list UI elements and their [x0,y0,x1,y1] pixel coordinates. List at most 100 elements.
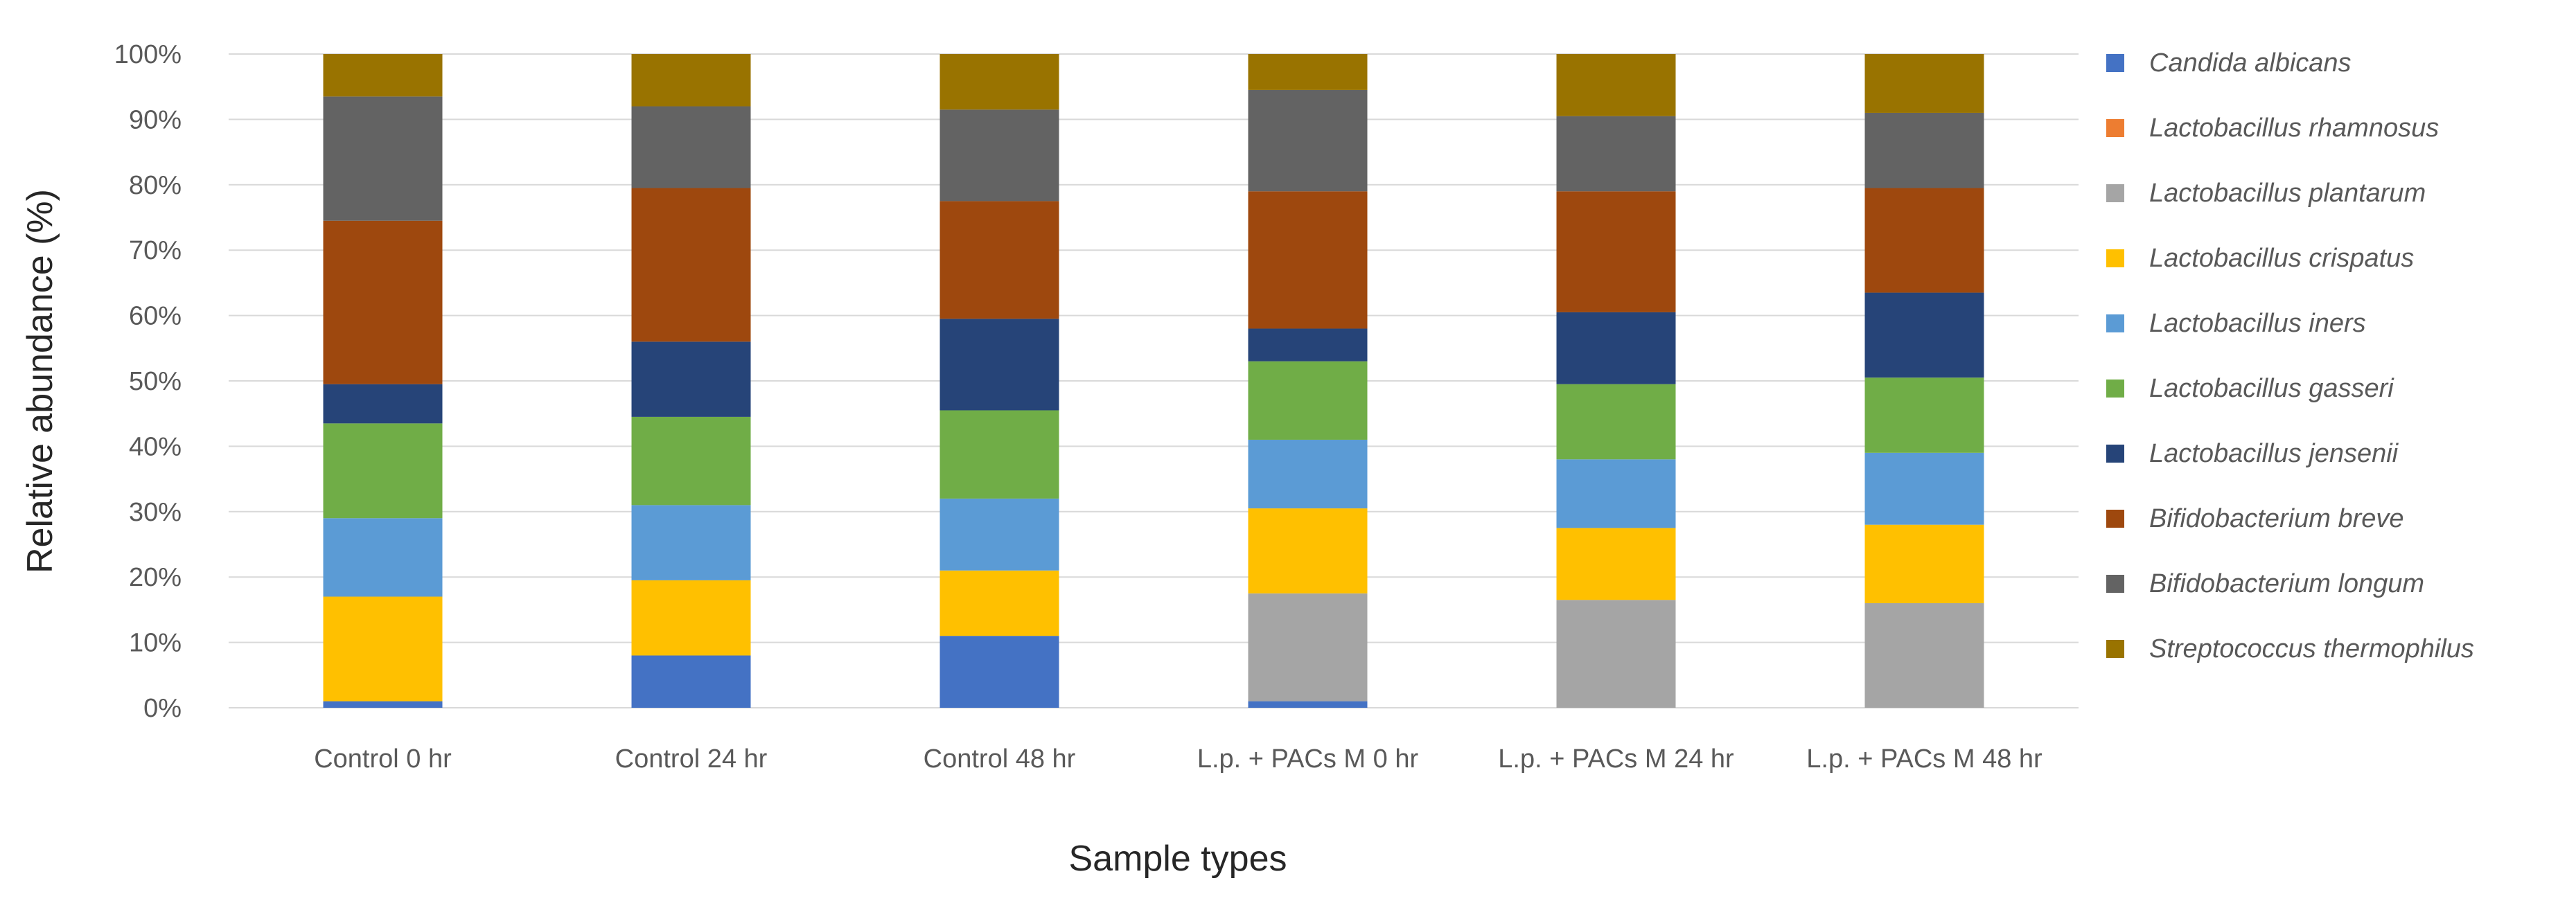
legend-label: Lactobacillus plantarum [2149,178,2426,208]
bar-segment [1556,312,1676,384]
y-tick-label: 0% [143,694,182,723]
bar-segment [1248,439,1368,509]
legend-item: Lactobacillus rhamnosus [2106,96,2564,161]
bar-segment [1556,191,1676,312]
x-tick-label: L.p. + PACs M 0 hr [1197,744,1419,774]
x-tick-label: Control 24 hr [615,744,768,774]
bar-segment [323,701,443,708]
bar-segment [1556,528,1676,600]
bar-segment [323,220,443,384]
bar-segment [1556,600,1676,708]
y-tick-label: 60% [129,302,182,331]
bar-segment [1556,459,1676,528]
y-tick-label: 90% [129,105,182,134]
y-tick-label: 50% [129,367,182,396]
legend-item: Lactobacillus plantarum [2106,161,2564,226]
bar-segment [1864,452,1984,525]
bar-segment [631,505,751,580]
legend-label: Lactobacillus rhamnosus [2149,113,2440,143]
bar-segment [1864,603,1984,708]
legend-swatch [2106,249,2124,267]
bar-segment [631,416,751,506]
legend-item: Bifidobacterium breve [2106,486,2564,551]
legend-label: Lactobacillus iners [2149,308,2366,338]
y-tick-label: 70% [129,236,182,265]
bar-segment [631,655,751,708]
bar-segment [1248,89,1368,192]
bar-segment [323,54,443,97]
x-tick-label: L.p. + PACs M 24 hr [1498,744,1734,774]
legend-item: Streptococcus thermophilus [2106,616,2564,681]
bar-segment [1248,54,1368,90]
legend-swatch [2106,119,2124,137]
y-axis-ticks: 0% 10% 20% 30% 40% 50% 60% 70% 80% 90% 100% [114,40,182,723]
bar-segment [1864,377,1984,453]
legend-item: Lactobacillus iners [2106,291,2564,356]
x-tick-label: Control 0 hr [314,744,452,774]
bar-segment [1248,701,1368,708]
legend-label: Lactobacillus jensenii [2149,438,2399,468]
legend-item: Candida albicans [2106,30,2564,96]
bar-segment [1864,112,1984,188]
bar-segment [323,423,443,519]
legend-item: Bifidobacterium longum [2106,551,2564,616]
bar-segment [939,636,1059,708]
y-tick-label: 80% [129,171,182,200]
bar-segment [1556,54,1676,116]
bar-segment [1864,188,1984,293]
x-tick-label: L.p. + PACs M 48 hr [1806,744,2043,774]
bar-segment [323,596,443,702]
bar-segment [1248,593,1368,702]
y-axis-label: Relative abundance (%) [20,188,60,573]
bar-segment [1248,191,1368,329]
legend-swatch [2106,445,2124,463]
bar-segment [631,188,751,342]
legend-swatch [2106,54,2124,72]
bar-segment [323,96,443,221]
legend: Candida albicans Lactobacillus rhamnosus L… [2106,30,2564,681]
bar-segment [323,518,443,597]
bar-segment [1864,292,1984,378]
legend-swatch [2106,575,2124,593]
gridlines [229,53,2079,708]
bar-segment [1864,524,1984,603]
bar-segment [1556,116,1676,192]
legend-swatch [2106,640,2124,658]
bar-segment [1556,384,1676,460]
y-tick-label: 100% [114,40,182,69]
legend-label: Bifidobacterium longum [2149,569,2425,598]
bar-segment [939,570,1059,636]
bar-segment [631,54,751,107]
bar-segment [631,106,751,188]
y-tick-label: 30% [129,498,182,527]
bar-segment [939,498,1059,571]
legend-item: Lactobacillus gasseri [2106,356,2564,421]
legend-label: Bifidobacterium breve [2149,503,2404,533]
legend-swatch [2106,314,2124,332]
x-tick-label: Control 48 hr [924,744,1076,774]
y-tick-label: 20% [129,563,182,592]
bar-segment [631,341,751,417]
legend-label: Streptococcus thermophilus [2149,634,2474,663]
legend-swatch [2106,510,2124,528]
y-tick-label: 10% [129,629,182,658]
legend-label: Candida albicans [2149,48,2352,78]
bar-segment [1248,508,1368,594]
legend-label: Lactobacillus gasseri [2149,373,2394,403]
bar-segment [1248,328,1368,362]
bar-segment [1864,54,1984,113]
bars [323,54,1984,708]
legend-label: Lactobacillus crispatus [2149,243,2415,273]
bar-segment [939,109,1059,202]
bar-segment [631,580,751,656]
legend-item: Lactobacillus crispatus [2106,226,2564,291]
x-axis-label: Sample types [1068,839,1287,879]
bar-segment [939,410,1059,499]
bar-segment [939,54,1059,110]
legend-swatch [2106,380,2124,398]
y-tick-label: 40% [129,432,182,461]
bar-segment [323,384,443,424]
legend-swatch [2106,184,2124,202]
bar-segment [939,319,1059,411]
